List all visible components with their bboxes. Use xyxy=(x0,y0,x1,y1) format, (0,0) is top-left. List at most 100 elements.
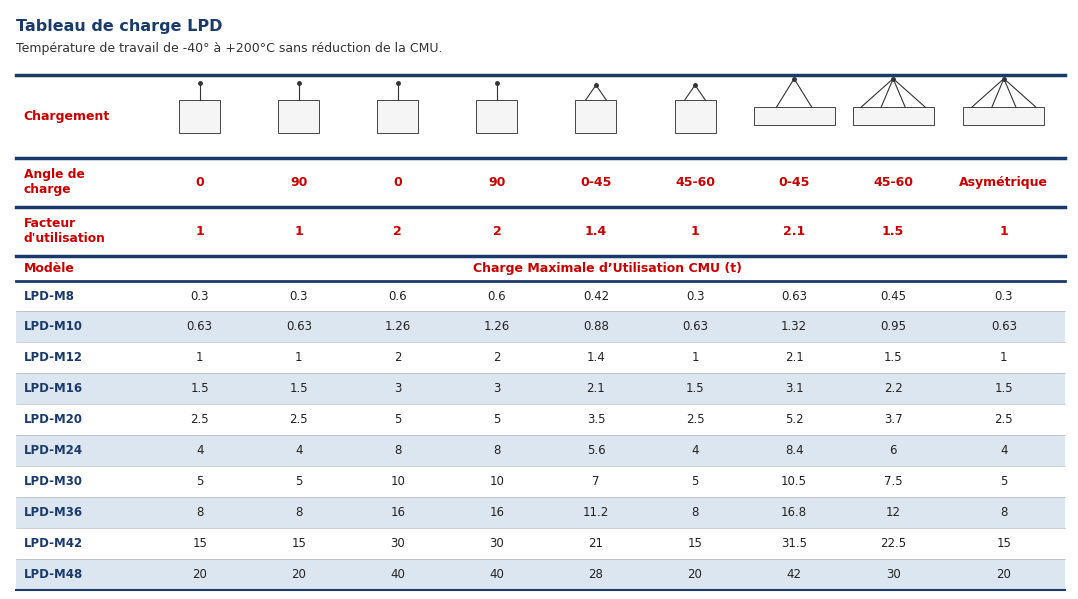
Bar xyxy=(576,100,617,133)
Text: Asymétrique: Asymétrique xyxy=(959,176,1049,189)
Text: 4: 4 xyxy=(196,444,204,457)
Text: 20: 20 xyxy=(192,568,207,581)
Text: 15: 15 xyxy=(688,537,703,550)
Text: 2.5: 2.5 xyxy=(995,413,1013,426)
Text: 21: 21 xyxy=(589,537,604,550)
Text: LPD-M36: LPD-M36 xyxy=(24,506,83,519)
Text: 5: 5 xyxy=(295,475,303,488)
Text: 31.5: 31.5 xyxy=(782,537,807,550)
Bar xyxy=(179,100,220,133)
Text: 8: 8 xyxy=(691,506,699,519)
Text: 1.5: 1.5 xyxy=(686,382,704,395)
Bar xyxy=(16,256,1065,280)
Bar xyxy=(16,528,1065,559)
Text: 0.6: 0.6 xyxy=(388,289,407,302)
Text: 1.26: 1.26 xyxy=(484,320,510,334)
Text: 0-45: 0-45 xyxy=(580,176,611,189)
Text: 3: 3 xyxy=(395,382,401,395)
Text: 2: 2 xyxy=(393,225,402,238)
Text: 40: 40 xyxy=(390,568,405,581)
Text: 16.8: 16.8 xyxy=(782,506,807,519)
Text: LPD-M20: LPD-M20 xyxy=(24,413,83,426)
Bar xyxy=(16,311,1065,343)
Text: 2.5: 2.5 xyxy=(290,413,308,426)
Text: LPD-M42: LPD-M42 xyxy=(24,537,83,550)
Text: 12: 12 xyxy=(886,506,900,519)
Text: 28: 28 xyxy=(589,568,604,581)
Bar xyxy=(853,107,934,125)
Text: 11.2: 11.2 xyxy=(583,506,609,519)
Text: 42: 42 xyxy=(787,568,802,581)
Text: 3.1: 3.1 xyxy=(785,382,803,395)
Bar xyxy=(964,107,1045,125)
Text: Modèle: Modèle xyxy=(24,262,74,275)
Text: 1.5: 1.5 xyxy=(995,382,1013,395)
Text: 30: 30 xyxy=(886,568,900,581)
Text: 45-60: 45-60 xyxy=(675,176,715,189)
Text: 8.4: 8.4 xyxy=(785,444,803,457)
Text: 0.3: 0.3 xyxy=(290,289,308,302)
Text: 0.63: 0.63 xyxy=(682,320,708,334)
Text: 1.32: 1.32 xyxy=(782,320,807,334)
Text: 3.5: 3.5 xyxy=(586,413,605,426)
Text: 45-60: 45-60 xyxy=(873,176,913,189)
Text: 20: 20 xyxy=(291,568,306,581)
Text: Température de travail de -40° à +200°C sans réduction de la CMU.: Température de travail de -40° à +200°C … xyxy=(16,42,443,55)
Text: 1.4: 1.4 xyxy=(586,352,606,364)
Text: 5: 5 xyxy=(494,413,500,426)
Text: 2.2: 2.2 xyxy=(884,382,902,395)
Text: 0.45: 0.45 xyxy=(880,289,907,302)
Text: 10.5: 10.5 xyxy=(782,475,807,488)
Text: 1: 1 xyxy=(196,352,204,364)
Text: 5.2: 5.2 xyxy=(785,413,803,426)
Bar xyxy=(16,207,1065,256)
Text: 15: 15 xyxy=(996,537,1011,550)
Bar xyxy=(278,100,319,133)
Text: 0.63: 0.63 xyxy=(286,320,312,334)
Bar xyxy=(16,559,1065,590)
Text: 8: 8 xyxy=(295,506,303,519)
Text: 8: 8 xyxy=(395,444,401,457)
Text: 0.3: 0.3 xyxy=(995,289,1013,302)
Text: 90: 90 xyxy=(290,176,307,189)
Bar xyxy=(16,343,1065,373)
Bar xyxy=(476,100,517,133)
Text: 0: 0 xyxy=(393,176,402,189)
Text: 3.7: 3.7 xyxy=(884,413,902,426)
Text: 16: 16 xyxy=(489,506,505,519)
Text: 4: 4 xyxy=(691,444,699,457)
Text: 0.63: 0.63 xyxy=(991,320,1017,334)
Text: 1: 1 xyxy=(999,225,1008,238)
Text: 1: 1 xyxy=(195,225,204,238)
Text: 0.6: 0.6 xyxy=(487,289,507,302)
Text: LPD-M30: LPD-M30 xyxy=(24,475,83,488)
Text: 8: 8 xyxy=(196,506,204,519)
Text: Angle de
charge: Angle de charge xyxy=(24,168,84,196)
Text: 0.95: 0.95 xyxy=(880,320,907,334)
Bar xyxy=(16,404,1065,435)
Text: LPD-M12: LPD-M12 xyxy=(24,352,83,364)
Bar xyxy=(675,100,716,133)
Bar xyxy=(16,280,1065,311)
Text: 1.4: 1.4 xyxy=(585,225,607,238)
Text: 4: 4 xyxy=(295,444,303,457)
Text: LPD-M10: LPD-M10 xyxy=(24,320,83,334)
Text: 5: 5 xyxy=(196,475,204,488)
Bar xyxy=(16,373,1065,404)
Text: Tableau de charge LPD: Tableau de charge LPD xyxy=(16,19,223,34)
Text: 1.26: 1.26 xyxy=(385,320,411,334)
Bar xyxy=(16,75,1065,158)
Text: 1: 1 xyxy=(295,352,303,364)
Text: 2.1: 2.1 xyxy=(783,225,805,238)
Text: 8: 8 xyxy=(494,444,500,457)
Text: 5: 5 xyxy=(395,413,401,426)
Text: 10: 10 xyxy=(489,475,505,488)
Bar xyxy=(754,107,834,125)
Text: 4: 4 xyxy=(1000,444,1008,457)
Text: Chargement: Chargement xyxy=(24,110,110,123)
Text: 1: 1 xyxy=(691,225,700,238)
Text: LPD-M16: LPD-M16 xyxy=(24,382,83,395)
Text: 10: 10 xyxy=(390,475,405,488)
Text: 90: 90 xyxy=(488,176,506,189)
Bar xyxy=(16,497,1065,528)
